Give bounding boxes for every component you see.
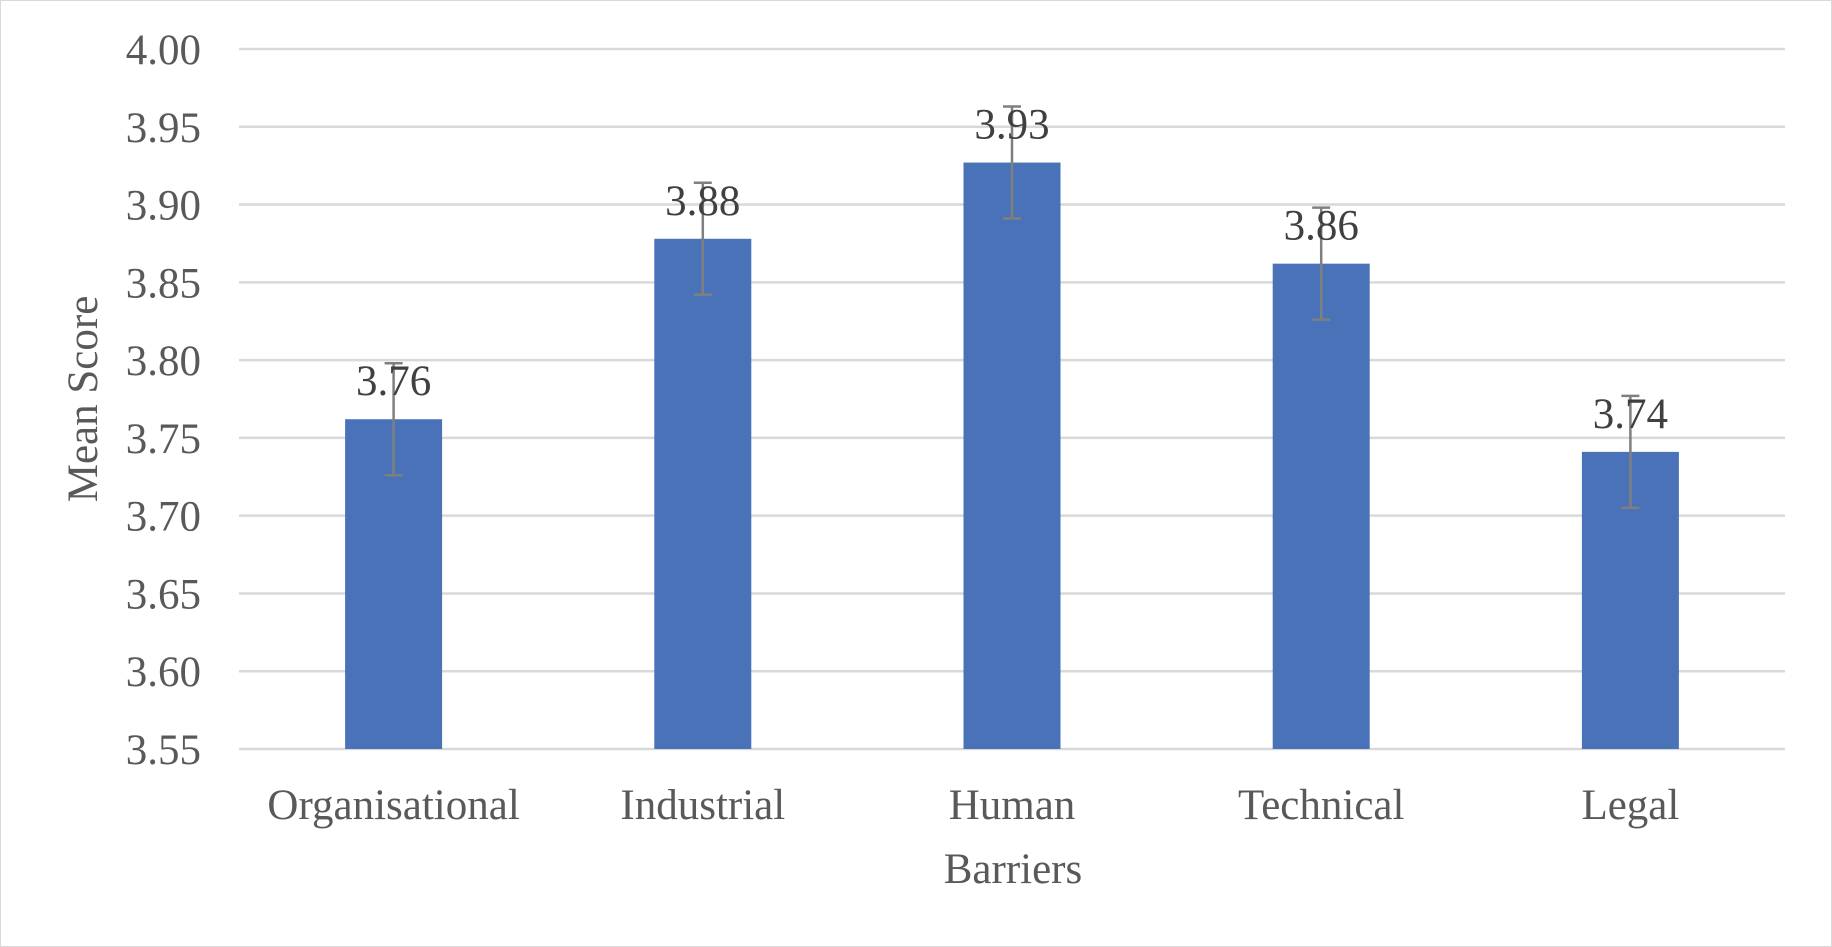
bar: [1272, 263, 1370, 749]
x-axis-title: Barriers: [944, 846, 1083, 893]
error-bar: [693, 181, 712, 297]
x-category-label: Legal: [1581, 782, 1679, 829]
y-tick-label: 3.90: [126, 183, 201, 230]
x-category-label: Industrial: [620, 782, 785, 829]
y-tick-label: 3.55: [126, 727, 201, 774]
y-tick-label: 3.85: [126, 260, 201, 307]
bar: [963, 162, 1061, 750]
data-label: 3.86: [1284, 203, 1359, 250]
x-category-label: Human: [949, 782, 1076, 829]
bars: [345, 162, 1679, 750]
y-tick-label: 3.60: [126, 649, 201, 696]
bar: [654, 238, 752, 749]
error-bars: [384, 105, 1640, 510]
y-tick-label: 3.65: [126, 571, 201, 618]
error-bar: [1621, 394, 1640, 510]
data-label: 3.74: [1593, 391, 1668, 438]
x-category-label: Organisational: [267, 782, 519, 829]
data-labels: 3.76 3.88 3.93 3.86 3.74: [356, 102, 1668, 438]
y-tick-label: 4.00: [126, 27, 201, 74]
x-category-label: Technical: [1238, 782, 1405, 829]
y-tick-label: 3.95: [126, 105, 201, 152]
error-bar: [1003, 105, 1021, 220]
error-bar: [384, 361, 403, 477]
y-tick-label: 3.70: [126, 494, 201, 541]
y-tick-label: 3.75: [126, 416, 201, 463]
data-label: 3.93: [974, 102, 1049, 149]
data-label: 3.76: [356, 358, 431, 405]
y-axis-ticks: 3.55 3.60 3.65 3.70 3.75 3.80 3.85 3.90 3.95 4.00: [126, 27, 201, 774]
y-axis-title: Mean Score: [60, 296, 107, 503]
x-axis-categories: Organisational Industrial Human Technical Le…: [267, 782, 1679, 829]
y-tick-label: 3.80: [126, 338, 201, 385]
error-bar: [1312, 206, 1331, 321]
data-label: 3.88: [665, 178, 740, 225]
